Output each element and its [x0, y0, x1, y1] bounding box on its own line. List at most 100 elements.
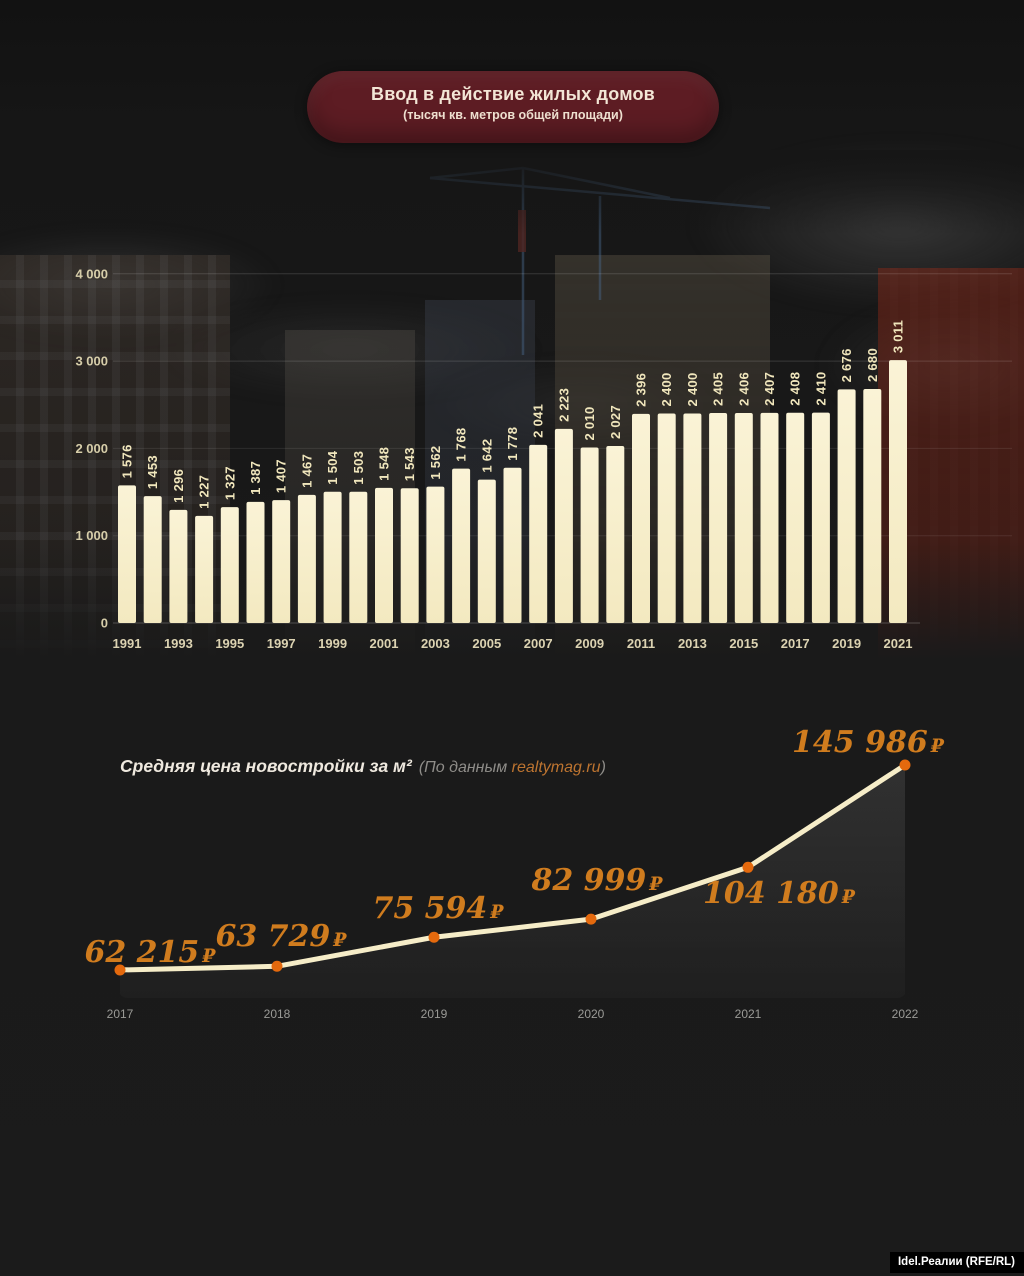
bar — [477, 479, 496, 623]
bar — [529, 444, 548, 623]
data-point — [585, 913, 597, 925]
bar — [503, 467, 522, 623]
price-area-fill — [120, 765, 905, 998]
x-tick-label: 1999 — [318, 636, 347, 651]
price-line-chart: 62 215 ₽63 729 ₽ 75 594 ₽ 82 999 ₽ 104 180 ₽ 145 … — [84, 725, 944, 1021]
bar — [709, 413, 728, 623]
bar-x-axis-labels: 1991 1993 1995 1997 1999 2001 2003 2005 2007 2009… — [113, 636, 913, 651]
bar-value-label: 1 503 — [351, 451, 366, 485]
x-tick-label: 2011 — [627, 636, 655, 651]
x-tick-label: 2005 — [472, 636, 501, 651]
bar-value-labels: 1 576 1 453 1 296 1 227 1 327 1 387 1 407 1 467… — [120, 320, 906, 509]
x-tick-label: 2022 — [892, 1007, 919, 1021]
bar — [554, 428, 573, 623]
bar-chart-subtitle: (тысяч кв. метров общей площади) — [403, 108, 623, 122]
housing-bar-chart: 0 1 000 2 000 3 000 4 000 1 576 1 453 1 296 1 2… — [75, 266, 1012, 651]
price-label: 63 729 ₽ — [215, 919, 347, 954]
bar-value-label: 2 396 — [634, 373, 649, 407]
line-chart-source: (По данным realtymag.ru) — [419, 759, 606, 776]
x-tick-label: 2017 — [107, 1007, 134, 1021]
bar-value-label: 2 223 — [556, 388, 571, 422]
source-prefix: (По данным — [418, 759, 512, 776]
bar — [272, 500, 291, 623]
bar-value-label: 3 011 — [891, 320, 906, 353]
bar-value-label: 1 576 — [120, 444, 135, 478]
x-tick-label: 1997 — [267, 636, 296, 651]
bar — [760, 412, 779, 623]
bar-value-label: 1 548 — [377, 447, 392, 481]
x-tick-label: 2007 — [524, 636, 553, 651]
price-label: 62 215 ₽ — [84, 935, 216, 970]
bar-value-label: 1 768 — [454, 428, 469, 462]
bar-value-label: 2 405 — [711, 372, 726, 406]
bar — [426, 486, 445, 623]
bar-value-label: 2 010 — [582, 406, 597, 440]
x-tick-label: 2021 — [884, 636, 913, 651]
x-tick-label: 2013 — [678, 636, 707, 651]
bar — [220, 507, 239, 623]
bar — [400, 488, 419, 623]
x-tick-label: 2019 — [832, 636, 861, 651]
bar-value-label: 2 676 — [839, 348, 854, 382]
y-tick-label: 4 000 — [75, 266, 108, 281]
source-link[interactable]: realtymag.ru — [511, 759, 601, 776]
bar — [606, 446, 625, 623]
watermark-badge: Idel.Реалии (RFE/RL) — [889, 1252, 1024, 1273]
bar-value-label: 1 327 — [222, 466, 237, 500]
price-label: 75 594 ₽ — [372, 891, 504, 926]
bar — [297, 494, 316, 623]
bar-value-label: 2 400 — [685, 372, 700, 406]
bar — [580, 447, 599, 623]
bar — [195, 515, 214, 623]
bar-value-label: 1 467 — [299, 454, 314, 488]
y-tick-label: 2 000 — [75, 441, 108, 456]
data-point — [271, 960, 283, 972]
data-point — [114, 964, 126, 976]
bar — [246, 501, 265, 623]
y-tick-label: 3 000 — [75, 354, 108, 369]
line-chart-title-text: Средняя цена новостройки за м² — [120, 756, 412, 776]
price-line — [117, 762, 908, 973]
chart-title-pill: Ввод в действие жилых домов (тысяч кв. м… — [307, 71, 719, 143]
bar — [889, 360, 907, 623]
bar-value-label: 2 407 — [762, 372, 777, 406]
bar-value-label: 2 400 — [659, 372, 674, 406]
bar-value-label: 1 504 — [325, 450, 340, 485]
x-tick-label: 2018 — [264, 1007, 291, 1021]
bar-value-label: 1 227 — [197, 475, 212, 509]
data-point — [428, 931, 440, 943]
bar — [375, 487, 393, 623]
x-tick-label: 2017 — [781, 636, 810, 651]
bar-value-label: 1 387 — [248, 461, 263, 495]
bar — [452, 468, 471, 623]
x-tick-label: 2001 — [370, 636, 399, 651]
x-tick-label: 2019 — [421, 1007, 448, 1021]
x-tick-label: 1993 — [164, 636, 193, 651]
price-label: 145 986 ₽ — [792, 725, 945, 760]
x-tick-label: 2015 — [729, 636, 758, 651]
price-label: 104 180 ₽ — [703, 876, 856, 911]
data-point — [899, 759, 911, 771]
y-tick-label: 1 000 — [75, 528, 108, 543]
bar-value-label: 2 406 — [736, 372, 751, 406]
price-label: 82 999 ₽ — [530, 863, 663, 898]
price-point-labels: 62 215 ₽63 729 ₽ 75 594 ₽ 82 999 ₽ 104 180 ₽ 145 … — [84, 725, 944, 970]
bar — [143, 496, 162, 623]
bar-value-label: 1 296 — [171, 469, 186, 503]
bar — [863, 389, 882, 623]
bar-value-label: 2 408 — [788, 372, 803, 406]
bar-value-label: 1 543 — [402, 447, 417, 481]
data-point — [742, 861, 754, 873]
bar-value-label: 1 642 — [479, 439, 494, 473]
bar — [118, 485, 136, 623]
bar-value-label: 2 680 — [865, 348, 880, 382]
x-tick-label: 1995 — [215, 636, 244, 651]
bar — [811, 412, 830, 623]
price-points — [114, 759, 911, 976]
bar — [169, 509, 188, 623]
x-tick-label: 2003 — [421, 636, 450, 651]
x-tick-label: 2009 — [575, 636, 604, 651]
x-tick-label: 2020 — [578, 1007, 605, 1021]
bar-value-label: 1 453 — [145, 455, 160, 489]
